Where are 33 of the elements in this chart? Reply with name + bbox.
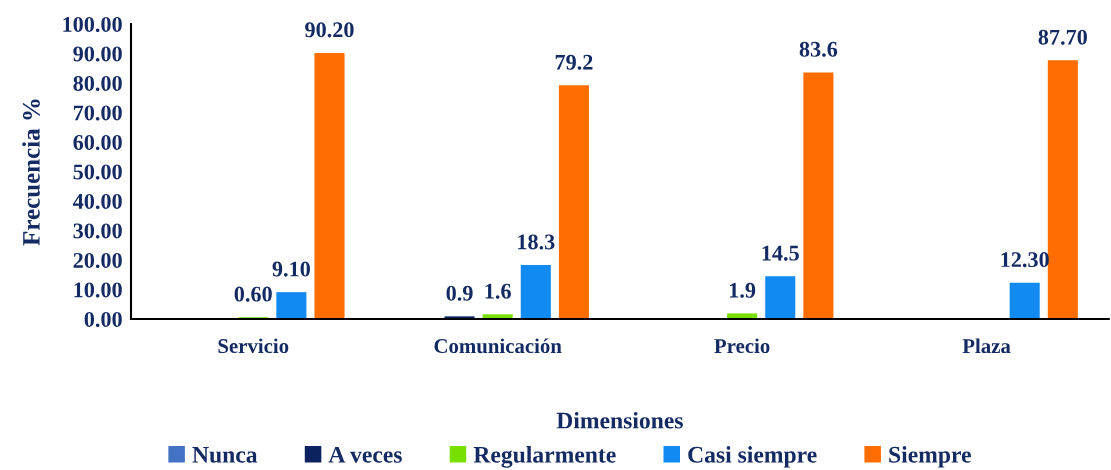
y-tick-label: 40.00 [72, 193, 122, 210]
y-tick-label: 30.00 [73, 223, 122, 239]
data-label: 18.3 [518, 234, 555, 250]
x-tick-label: Precio [714, 338, 770, 354]
x-axis-title: Dimensiones [556, 411, 683, 429]
legend-label: Regularmente [473, 446, 616, 468]
data-label: 9.10 [272, 261, 310, 277]
data-label: 83.6 [799, 41, 838, 57]
data-label: 79.2 [555, 54, 593, 70]
x-tick-label: Comunicación [434, 338, 562, 354]
data-label: 0.60 [234, 286, 272, 302]
x-tick-label: Plaza [962, 338, 1011, 354]
y-tick-label: 0.00 [84, 311, 122, 328]
data-label: 1.9 [730, 282, 756, 298]
data-label: 1.6 [485, 283, 511, 299]
data-label: 14.5 [762, 245, 799, 261]
y-tick-label: 60.00 [73, 134, 122, 151]
y-tick-label: 50.00 [73, 164, 122, 180]
y-tick-label: 100.00 [63, 16, 122, 33]
legend-label: A veces [328, 446, 402, 463]
y-tick-label: 90.00 [73, 46, 122, 62]
y-tick-label: 10.00 [74, 282, 122, 298]
x-tick-label: Servicio [218, 338, 289, 354]
y-tick-label: 20.00 [73, 252, 122, 269]
legend-label: Casi siempre [688, 446, 817, 468]
y-tick-label: 80.00 [73, 75, 122, 92]
data-label: 87.70 [1038, 29, 1087, 45]
data-label: 90.20 [305, 22, 354, 38]
y-tick-label: 70.00 [73, 105, 122, 121]
legend-label: Siempre [889, 446, 971, 468]
data-label: 0.9 [446, 285, 473, 301]
y-axis-title: Frecuencia % [22, 99, 40, 246]
legend-label: Nunca [192, 447, 258, 463]
